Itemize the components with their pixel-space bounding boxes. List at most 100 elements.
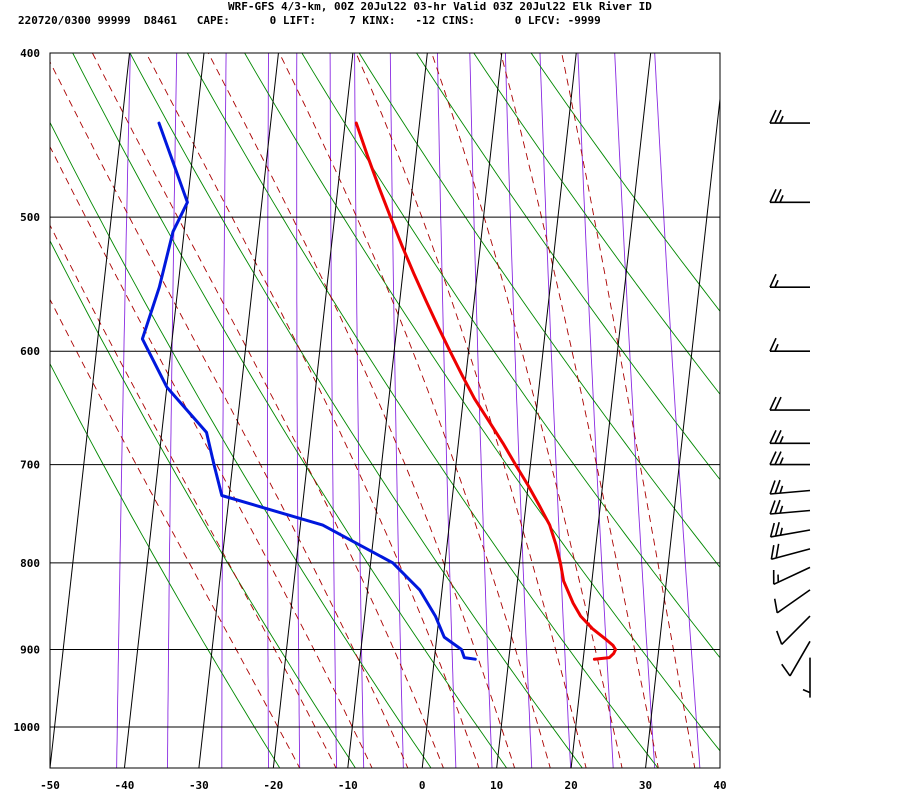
- wind-barb: [769, 429, 810, 445]
- isotherm-line: [421, 53, 503, 768]
- plot-frame: [49, 52, 721, 769]
- pressure-tick-label: 400: [20, 47, 40, 60]
- sounding-profiles: [140, 121, 618, 661]
- temperature-tick-label: -10: [338, 779, 358, 792]
- wind-barb-half-flag: [779, 115, 784, 124]
- wind-barb-flag: [769, 522, 776, 538]
- moist-adiabat-line: [561, 53, 696, 768]
- wind-barb-half-flag: [802, 688, 811, 694]
- dry-adiabat-line: [473, 53, 720, 395]
- wind-barb: [781, 640, 811, 677]
- temperature-tick-label: 40: [713, 779, 726, 792]
- moist-adiabat-line: [145, 53, 480, 768]
- dry-adiabat-line: [530, 53, 720, 313]
- moist-adiabat-line: [50, 298, 301, 768]
- wind-barb: [769, 188, 810, 204]
- wind-barb-flag: [769, 337, 777, 352]
- dry-adiabat-line: [301, 53, 720, 659]
- dry-adiabat-line: [415, 53, 720, 481]
- moist-adiabat-line: [431, 53, 623, 768]
- wind-barb-half-flag: [779, 527, 783, 536]
- wind-barb-flag: [774, 451, 782, 465]
- dry-adiabat-line: [50, 121, 432, 768]
- wind-barb: [769, 479, 811, 495]
- mixing-ratio-line: [539, 53, 572, 768]
- wind-barb-flag: [774, 522, 780, 537]
- mixing-ratio-line: [354, 53, 365, 768]
- moist-adiabat-line: [91, 53, 444, 768]
- wind-barb-staff: [776, 589, 811, 614]
- wind-barb-half-flag: [777, 574, 780, 583]
- mixing-ratio-line: [614, 53, 656, 768]
- mixing-ratio-line: [469, 53, 493, 768]
- wind-barb-flag: [774, 499, 781, 514]
- pressure-tick-label: 600: [20, 345, 40, 358]
- wind-barb-flag: [776, 630, 783, 645]
- mixing-ratio-line: [654, 53, 701, 768]
- dewpoint-profile: [140, 121, 477, 661]
- wind-barb-flag: [781, 663, 791, 677]
- wind-barb-half-flag: [779, 435, 784, 444]
- wind-barb: [769, 337, 810, 353]
- isotherm-line: [50, 53, 131, 768]
- dry-adiabat-line: [129, 53, 583, 768]
- mixing-ratio-line: [577, 53, 614, 768]
- sounding-indices: 220720/0300 99999 D8461 CAPE: 0 LIFT: 7 …: [18, 14, 601, 27]
- temperature-tick-label: -40: [115, 779, 135, 792]
- wind-barb-flag: [769, 429, 777, 444]
- moist-adiabat-line: [278, 53, 551, 768]
- sounding-title: WRF-GFS 4/3-km, 00Z 20Jul22 03-hr Valid …: [228, 0, 652, 13]
- wind-barb-flag: [774, 429, 782, 444]
- pressure-tick-label: 900: [20, 643, 40, 656]
- temperature-tick-label: -20: [263, 779, 283, 792]
- wind-barb-half-flag: [779, 485, 784, 494]
- wind-barb-half-flag: [779, 194, 784, 203]
- wind-barb-flag: [772, 569, 775, 585]
- wind-barb-flag: [769, 396, 777, 411]
- axes: 400 500 600 700 800 900 1000 -50 -40 -30 -20 -10 0 10…: [14, 47, 727, 792]
- wind-barb: [769, 273, 810, 289]
- dry-adiabat-line: [244, 53, 720, 752]
- temperature-tick-label: -50: [40, 779, 60, 792]
- isotherm-line: [198, 53, 279, 768]
- wind-barb-flag: [773, 598, 779, 613]
- wind-barbs: [769, 109, 811, 698]
- moist-adiabat-line: [355, 53, 587, 768]
- isotherm-line: [645, 94, 720, 768]
- wind-barb-staff: [771, 548, 811, 561]
- wind-barb-flag: [769, 109, 777, 124]
- wind-barb-flag: [774, 396, 782, 411]
- mixing-ratio-line: [296, 53, 301, 768]
- wind-barb-half-flag: [774, 279, 779, 288]
- isotherm-line: [347, 53, 428, 768]
- temperature-tick-label: 0: [419, 779, 426, 792]
- pressure-tick-label: 500: [20, 211, 40, 224]
- temperature-profile: [354, 121, 618, 661]
- dry-adiabat-line: [50, 239, 356, 768]
- dry-adiabat-line: [72, 53, 508, 768]
- temperature-tick-label: 10: [490, 779, 503, 792]
- wind-barb: [769, 396, 810, 411]
- wind-barb: [769, 451, 810, 466]
- plot-grid: [49, 52, 721, 769]
- wind-barb: [773, 589, 811, 614]
- dry-adiabat-line: [50, 362, 281, 768]
- temperature-tick-label: -30: [189, 779, 209, 792]
- wind-barb-staff: [789, 640, 811, 677]
- wind-barb-staff: [770, 529, 811, 538]
- wind-barb: [770, 543, 811, 561]
- wind-barb: [769, 499, 811, 515]
- wind-barb: [772, 566, 811, 586]
- moist-adiabat-line: [500, 53, 659, 768]
- isotherm-line: [570, 53, 652, 768]
- isotherm-line: [496, 53, 577, 768]
- wind-barb-staff: [770, 509, 811, 515]
- wind-barb-flag: [770, 545, 775, 560]
- pressure-tick-label: 800: [20, 557, 40, 570]
- mixing-ratio-line: [166, 53, 178, 768]
- wind-barb-half-flag: [779, 505, 784, 514]
- background-lines: [50, 53, 720, 768]
- wind-barb-flag: [769, 480, 776, 495]
- dry-adiabat-line: [358, 53, 720, 569]
